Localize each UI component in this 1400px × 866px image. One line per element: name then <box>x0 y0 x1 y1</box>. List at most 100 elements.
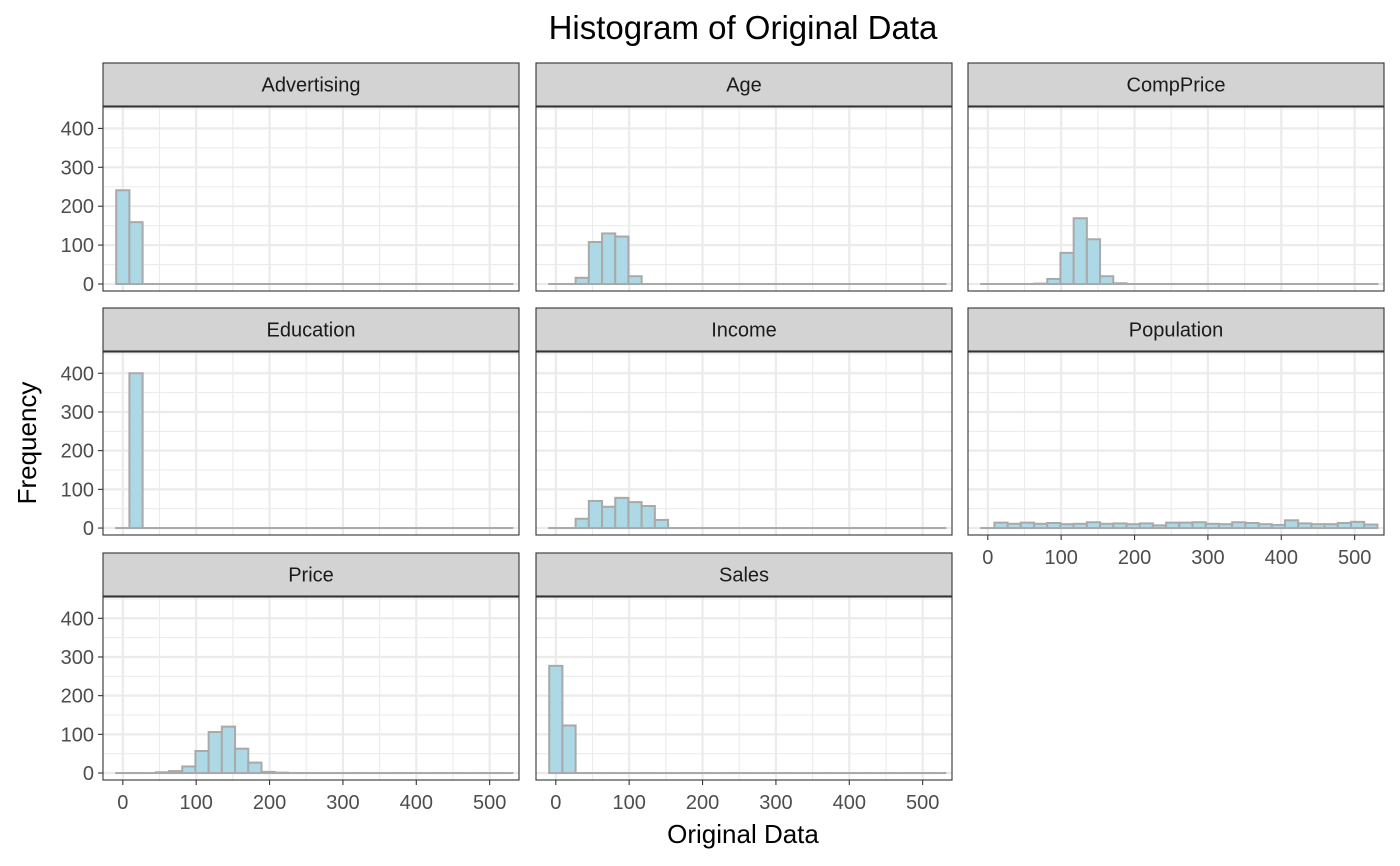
y-axis-title: Frequency <box>12 382 42 505</box>
grid-compprice <box>968 107 1384 291</box>
facet-panel-compprice: CompPrice <box>967 62 1385 292</box>
x-tick-label: 300 <box>1191 547 1224 569</box>
x-tick-label: 200 <box>1118 547 1151 569</box>
strip-background <box>967 307 1385 352</box>
y-tick-label: 200 <box>61 196 94 218</box>
histogram-bar <box>128 372 144 530</box>
histogram-bar <box>220 725 237 775</box>
bars-education <box>115 372 514 530</box>
x-tick-label: 400 <box>400 792 433 814</box>
x-tick-label: 400 <box>833 792 866 814</box>
y-tick-label: 100 <box>61 479 94 501</box>
histogram-bar <box>1270 523 1286 530</box>
x-tick-label: 200 <box>686 792 719 814</box>
histogram-bar <box>548 664 564 775</box>
panel-border <box>102 351 520 536</box>
strip-label-education: Education <box>267 320 356 342</box>
y-tick-label: 200 <box>61 686 94 708</box>
facet-panel-sales: Sales 0 100 200 300 400 500 <box>535 552 953 814</box>
strip-label-population: Population <box>1129 320 1224 342</box>
x-tick-label: 100 <box>612 792 645 814</box>
histogram-bar <box>601 232 617 285</box>
histogram-bar <box>1112 282 1128 285</box>
panel-border <box>535 106 953 292</box>
bars-sales <box>548 664 947 775</box>
histogram-bar <box>1138 522 1154 530</box>
histogram-bar <box>1046 522 1062 530</box>
histogram-bar <box>601 505 617 530</box>
histogram-bar <box>1217 523 1234 530</box>
x-tick-label: 500 <box>1338 547 1371 569</box>
x-tick-label: 500 <box>906 792 939 814</box>
histogram-bar <box>247 761 263 775</box>
histogram-bar <box>1165 521 1181 530</box>
bars-compprice <box>980 217 1379 285</box>
strip-label-compprice: CompPrice <box>1127 75 1226 97</box>
histogram-bar <box>1085 521 1102 530</box>
strip-background <box>102 62 520 107</box>
y-tick-label: 300 <box>61 647 94 669</box>
x-axis-title: Original Data <box>667 819 819 849</box>
panel-border <box>102 596 520 781</box>
histogram-bar <box>561 724 577 775</box>
histogram-bar <box>1204 522 1220 530</box>
chart-title: Histogram of Original Data <box>549 9 938 46</box>
histogram-bar <box>993 521 1009 530</box>
y-tick-label: 300 <box>61 402 94 424</box>
histogram-bar <box>614 496 630 530</box>
histogram-bar <box>1072 217 1088 285</box>
strip-background <box>102 307 520 352</box>
histogram-bar <box>574 517 590 530</box>
panel-border <box>535 596 953 781</box>
histogram-bar <box>1059 523 1075 530</box>
histogram-bar <box>168 770 184 775</box>
histogram-bar <box>1191 521 1207 530</box>
histogram-bar <box>1363 523 1379 530</box>
y-tick-label: 400 <box>61 363 94 385</box>
grid-price <box>103 597 519 780</box>
x-tick-label: 0 <box>982 547 993 569</box>
facet-panel-price: Price 0 100 200 300 400 0 100 200 300 400 500 <box>61 552 520 814</box>
grid-population <box>968 352 1384 535</box>
x-tick-label: 200 <box>253 792 286 814</box>
strip-background <box>535 62 953 107</box>
grid-education <box>103 352 519 535</box>
histogram-bar <box>154 771 171 775</box>
facet-panels: Advertising 0 100 200 300 400 Age CompPrice Educ… <box>61 62 1385 814</box>
x-tick-label: 500 <box>473 792 506 814</box>
grid-sales <box>536 597 952 780</box>
strip-background <box>535 552 953 597</box>
bars-advertising <box>115 189 514 285</box>
y-tick-label: 0 <box>83 763 94 785</box>
histogram-bar <box>1072 522 1088 530</box>
strip-label-age: Age <box>726 75 762 97</box>
histogram-bar <box>627 501 643 530</box>
bars-price <box>115 725 514 775</box>
y-tick-label: 400 <box>61 608 94 630</box>
x-tick-label: 400 <box>1265 547 1298 569</box>
histogram-bar <box>574 276 590 285</box>
histogram-bar <box>181 765 197 775</box>
y-tick-label: 0 <box>83 274 94 296</box>
histogram-bar <box>1231 521 1247 530</box>
strip-label-price: Price <box>288 565 334 587</box>
histogram-bar <box>1059 251 1075 285</box>
histogram-bar <box>1019 521 1036 530</box>
bars-age <box>548 232 947 285</box>
histogram-bar <box>1125 523 1141 530</box>
x-tick-label: 0 <box>117 792 128 814</box>
histogram-bar <box>1099 275 1115 285</box>
strip-label-advertising: Advertising <box>262 75 361 97</box>
histogram-bar <box>587 499 604 530</box>
histogram-bar <box>1349 520 1366 530</box>
x-tick-label: 300 <box>326 792 359 814</box>
strip-background <box>967 62 1385 107</box>
histogram-bar <box>1085 238 1102 285</box>
strip-label-sales: Sales <box>719 565 769 587</box>
facet-panel-education: Education 0 100 200 300 400 <box>61 307 520 540</box>
bars-population <box>980 519 1379 530</box>
histogram-bar <box>1178 521 1194 530</box>
x-tick-label: 0 <box>550 792 561 814</box>
strip-background <box>102 552 520 597</box>
